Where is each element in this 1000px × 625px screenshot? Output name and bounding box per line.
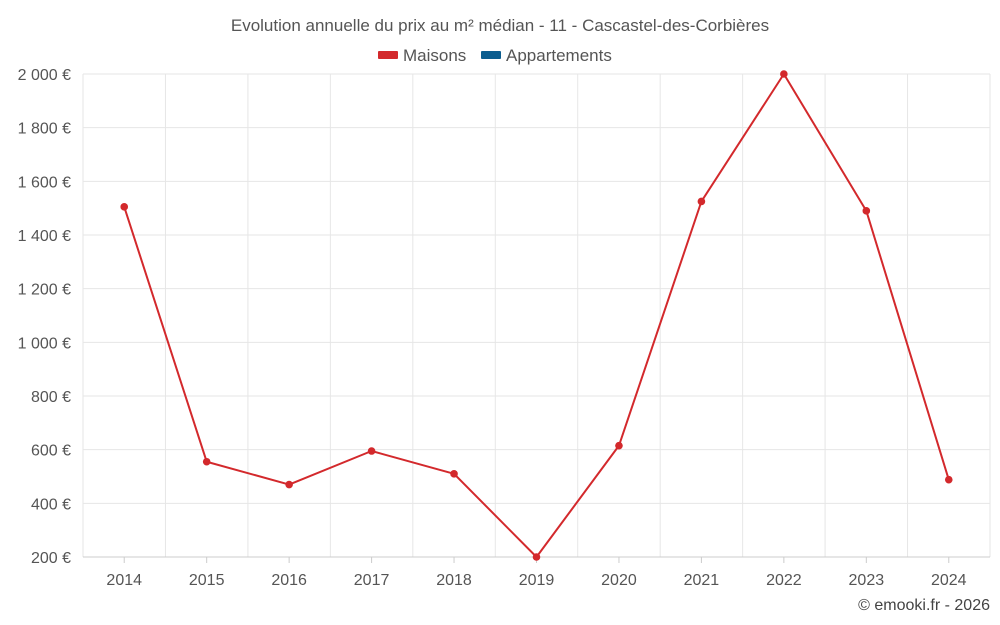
y-tick-label: 1 400 €: [18, 228, 71, 245]
x-tick-label: 2016: [271, 572, 307, 589]
data-point[interactable]: [202, 457, 211, 466]
x-tick-label: 2018: [436, 572, 472, 589]
data-point[interactable]: [780, 70, 788, 78]
x-tick-label: 2015: [189, 572, 225, 589]
x-tick-label: 2022: [766, 572, 802, 589]
x-tick-label: 2020: [601, 572, 637, 589]
legend-label-appartements: Appartements: [506, 46, 612, 65]
data-point[interactable]: [285, 480, 293, 489]
x-tick-label: 2017: [354, 572, 390, 589]
legend-swatch-maisons: [378, 51, 398, 59]
data-point[interactable]: [532, 553, 541, 561]
y-tick-label: 1 600 €: [18, 174, 71, 191]
y-tick-label: 800 €: [31, 389, 71, 406]
legend-item-appartements[interactable]: Appartements: [481, 46, 612, 65]
y-axis: 200 € 400 € 600 € 800 € 1 000 € 1 200 € 1 400 …: [18, 67, 71, 567]
data-point[interactable]: [615, 441, 623, 450]
series-maisons: [120, 70, 953, 561]
data-point[interactable]: [120, 203, 129, 211]
x-tick-label: 2021: [684, 572, 720, 589]
x-tick-label: 2014: [106, 572, 142, 589]
legend-label-maisons: Maisons: [403, 46, 466, 65]
data-point[interactable]: [697, 197, 706, 206]
legend-swatch-appartements: [481, 51, 501, 59]
y-tick-label: 400 €: [31, 496, 71, 513]
x-tick-label: 2019: [519, 572, 555, 589]
data-point[interactable]: [944, 475, 953, 484]
y-tick-label: 1 000 €: [18, 335, 71, 352]
legend: Maisons Appartements: [378, 46, 612, 65]
x-tick-label: 2024: [931, 572, 967, 589]
data-point[interactable]: [862, 207, 871, 215]
y-tick-label: 600 €: [31, 443, 71, 460]
legend-item-maisons[interactable]: Maisons: [378, 46, 466, 65]
credit-text: © emooki.fr - 2026: [858, 597, 990, 614]
y-tick-label: 1 200 €: [18, 282, 71, 299]
data-point[interactable]: [367, 447, 376, 455]
data-point[interactable]: [450, 470, 458, 478]
x-axis: 2014 2015 2016 2017 2018 2019 2020 2021 2022 2023…: [83, 556, 990, 589]
y-tick-label: 2 000 €: [18, 67, 71, 84]
x-tick-label: 2023: [849, 572, 885, 589]
gridlines: [82, 73, 991, 558]
y-tick-label: 1 800 €: [18, 121, 71, 138]
y-tick-label: 200 €: [31, 550, 71, 567]
chart-title: Evolution annuelle du prix au m² médian …: [231, 16, 769, 35]
